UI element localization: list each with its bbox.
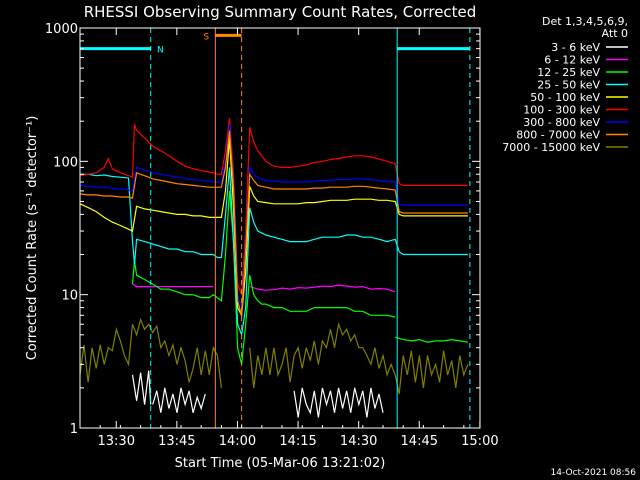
legend-label-7: 800 - 7000 keV: [516, 129, 600, 142]
legend-header-0: Det 1,3,4,5,6,9,: [542, 15, 628, 28]
footer-timestamp: 14-Oct-2021 08:56: [551, 468, 637, 478]
series-line-7-seg-0: [79, 130, 468, 316]
x-tick-label-1: 13:45: [158, 434, 195, 449]
x-tick-label-3: 14:15: [279, 434, 316, 449]
legend-label-1: 6 - 12 keV: [544, 54, 600, 67]
series-line-2-seg-0: [131, 190, 396, 365]
x-tick-label-2: 14:00: [219, 434, 256, 449]
series-line-3-seg-0: [80, 167, 468, 338]
legend-label-4: 50 - 100 keV: [530, 91, 600, 104]
series-layer: [79, 118, 469, 418]
axes-layer: 13:30 13:45 14:00 14:15 14:30 14:45 15:00 1 10 10…: [45, 22, 499, 449]
x-tick-label-4: 14:30: [340, 434, 377, 449]
series-line-2-seg-1: [395, 336, 468, 343]
x-tick-label-0: 13:30: [98, 434, 135, 449]
x-tick-label-6: 15:00: [461, 434, 498, 449]
legend-label-0: 3 - 6 keV: [551, 41, 600, 54]
plot-frame: [79, 27, 481, 429]
y-axis-label: Corrected Count Rate (s⁻¹ detector⁻¹): [25, 116, 40, 361]
series-line-1-seg-0: [132, 283, 214, 288]
series-line-8-seg-1: [249, 321, 469, 395]
x-axis-label: Start Time (05-Mar-06 13:21:02): [175, 456, 386, 471]
legend-label-5: 100 - 300 keV: [523, 104, 600, 117]
series-line-4-seg-0: [79, 137, 468, 318]
series-line-0-seg-1: [152, 387, 206, 413]
series-line-5-seg-0: [79, 118, 468, 295]
annotation-label-1: S: [203, 32, 209, 42]
y-tick-label-3: 1000: [45, 22, 78, 37]
series-line-0-seg-2: [293, 387, 384, 418]
legend-label-3: 25 - 50 keV: [537, 79, 600, 92]
y-tick-label-2: 100: [53, 155, 78, 170]
legend-label-2: 12 - 25 keV: [537, 66, 600, 79]
series-line-0-seg-0: [131, 370, 152, 405]
annotation-layer: NS: [79, 28, 471, 428]
legend-label-8: 7000 - 15000 keV: [502, 141, 600, 154]
annotation-label-0: N: [157, 46, 164, 56]
legend-header-1: Att 0: [602, 27, 628, 40]
y-tick-label-0: 1: [70, 422, 78, 437]
y-tick-label-1: 10: [61, 289, 78, 304]
x-tick-label-5: 14:45: [401, 434, 438, 449]
legend-label-6: 300 - 800 keV: [523, 116, 600, 129]
series-line-1-seg-1: [249, 284, 396, 293]
chart-title: RHESSI Observing Summary Count Rates, Co…: [84, 3, 477, 21]
series-line-6-seg-0: [79, 124, 468, 308]
